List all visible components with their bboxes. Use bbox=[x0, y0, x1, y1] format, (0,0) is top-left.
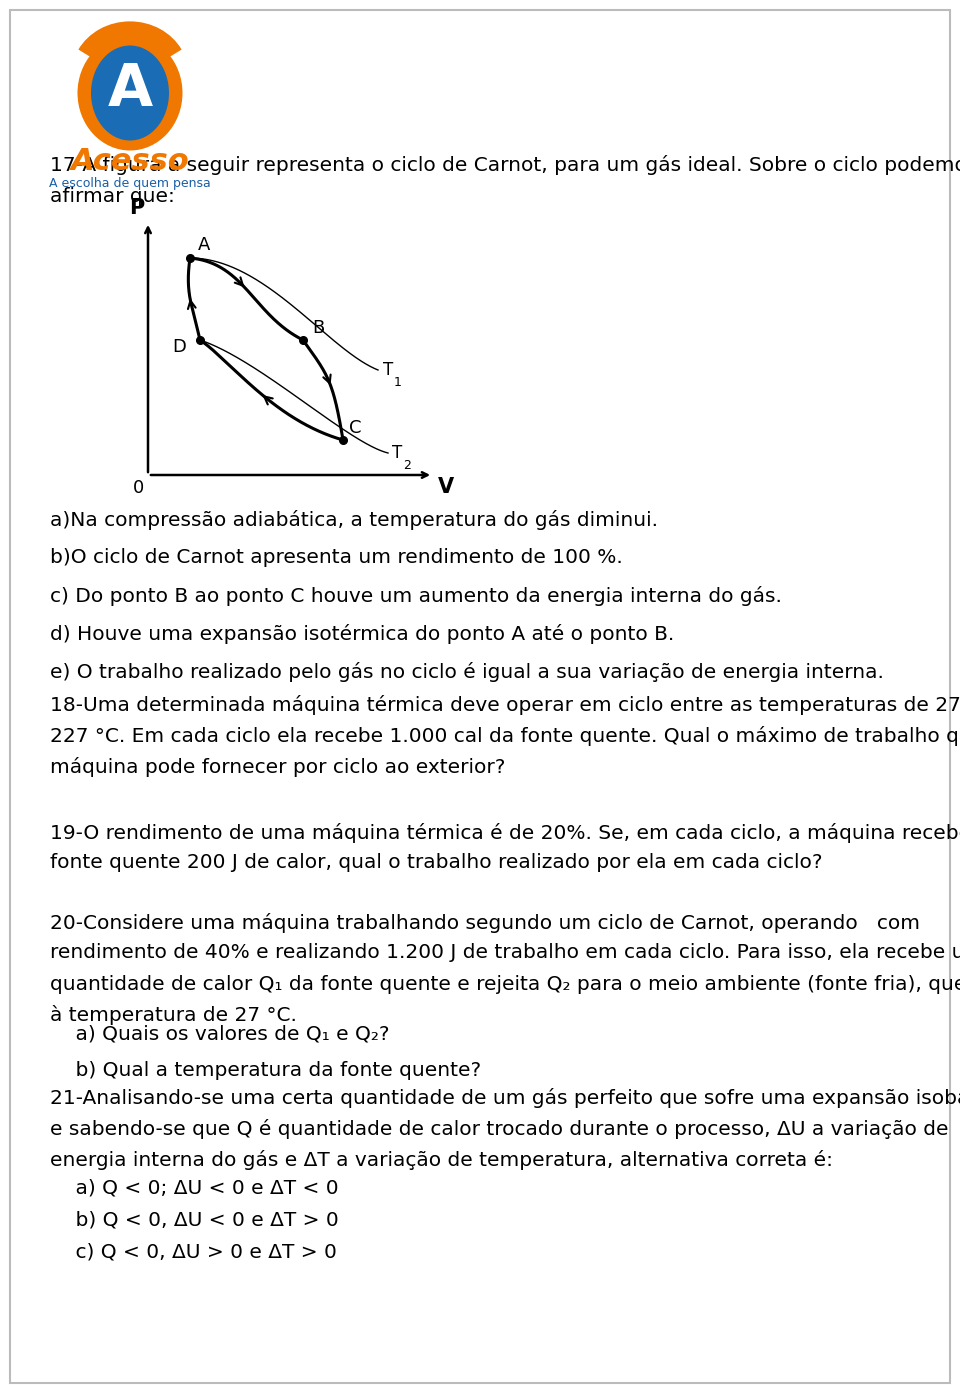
Text: c) Do ponto B ao ponto C houve um aumento da energia interna do gás.: c) Do ponto B ao ponto C houve um aument… bbox=[50, 586, 781, 606]
Text: B: B bbox=[312, 319, 324, 337]
Text: 18-Uma determinada máquina térmica deve operar em ciclo entre as temperaturas de: 18-Uma determinada máquina térmica deve … bbox=[50, 695, 960, 777]
Text: a)Na compressão adiabática, a temperatura do gás diminui.: a)Na compressão adiabática, a temperatur… bbox=[50, 510, 658, 529]
Text: b)O ciclo de Carnot apresenta um rendimento de 100 %.: b)O ciclo de Carnot apresenta um rendime… bbox=[50, 547, 623, 567]
Text: b) Qual a temperatura da fonte quente?: b) Qual a temperatura da fonte quente? bbox=[50, 1061, 481, 1080]
Text: 1: 1 bbox=[394, 376, 402, 389]
Text: 17-A figura a seguir representa o ciclo de Carnot, para um gás ideal. Sobre o ci: 17-A figura a seguir representa o ciclo … bbox=[50, 155, 960, 206]
Text: 19-O rendimento de uma máquina térmica é de 20%. Se, em cada ciclo, a máquina re: 19-O rendimento de uma máquina térmica é… bbox=[50, 823, 960, 872]
Text: T: T bbox=[383, 361, 394, 379]
Text: a) Q < 0; ΔU < 0 e ΔT < 0: a) Q < 0; ΔU < 0 e ΔT < 0 bbox=[50, 1178, 339, 1197]
Text: 0: 0 bbox=[132, 479, 144, 497]
Ellipse shape bbox=[78, 35, 182, 150]
Text: e) O trabalho realizado pelo gás no ciclo é igual a sua variação de energia inte: e) O trabalho realizado pelo gás no cicl… bbox=[50, 662, 884, 683]
Text: a) Quais os valores de Q₁ e Q₂?: a) Quais os valores de Q₁ e Q₂? bbox=[50, 1025, 390, 1043]
Text: d) Houve uma expansão isotérmica do ponto A até o ponto B.: d) Houve uma expansão isotérmica do pont… bbox=[50, 624, 674, 644]
Text: Acesso: Acesso bbox=[71, 146, 189, 176]
Text: A escolha de quem pensa: A escolha de quem pensa bbox=[49, 177, 211, 189]
Text: 2: 2 bbox=[403, 460, 411, 472]
Ellipse shape bbox=[91, 46, 169, 141]
Text: 20-Considere uma máquina trabalhando segundo um ciclo de Carnot, operando   com
: 20-Considere uma máquina trabalhando seg… bbox=[50, 912, 960, 1025]
Text: c) Q < 0, ΔU > 0 e ΔT > 0: c) Q < 0, ΔU > 0 e ΔT > 0 bbox=[50, 1243, 337, 1261]
Text: 21-Analisando-se uma certa quantidade de um gás perfeito que sofre uma expansão : 21-Analisando-se uma certa quantidade de… bbox=[50, 1088, 960, 1170]
Text: V: V bbox=[438, 476, 454, 497]
Text: P: P bbox=[129, 198, 144, 217]
Text: D: D bbox=[172, 338, 186, 357]
Text: T: T bbox=[392, 444, 402, 462]
Text: A: A bbox=[198, 235, 210, 254]
Text: C: C bbox=[349, 419, 362, 437]
Text: b) Q < 0, ΔU < 0 e ΔT > 0: b) Q < 0, ΔU < 0 e ΔT > 0 bbox=[50, 1211, 339, 1229]
Text: A: A bbox=[108, 61, 153, 118]
